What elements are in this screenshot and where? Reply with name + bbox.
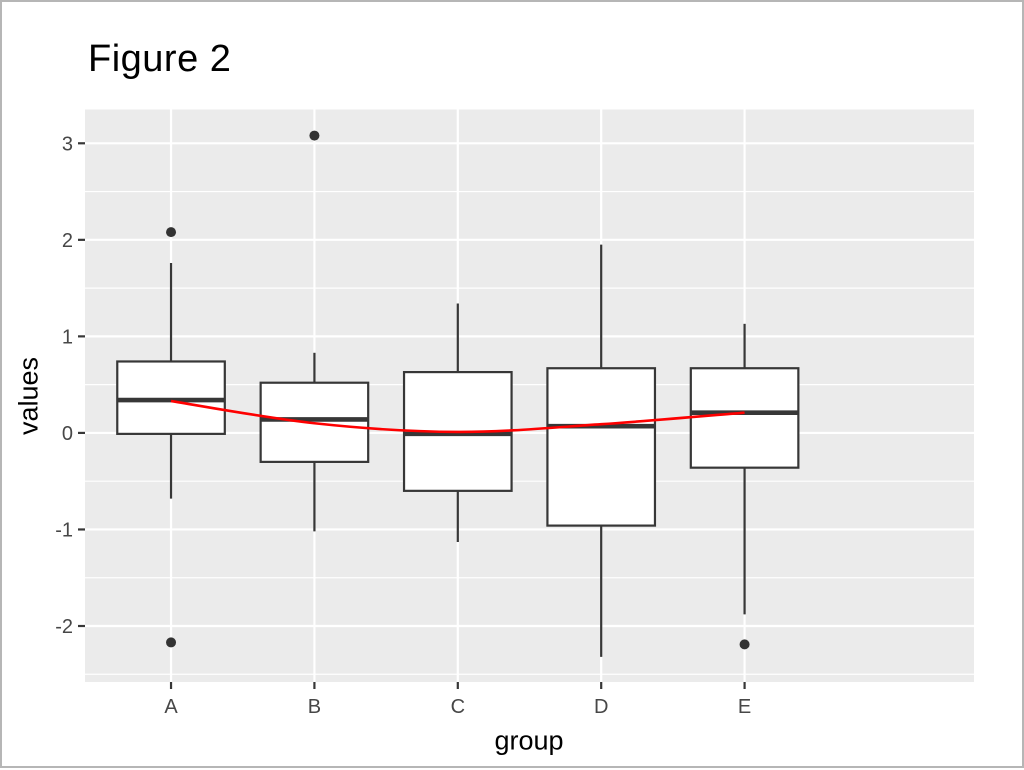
y-tick-label: 1 <box>62 326 73 348</box>
outlier-point-A <box>166 227 177 238</box>
outlier-point-A <box>166 637 177 648</box>
box-A <box>116 360 226 435</box>
x-tick-label: E <box>738 696 751 718</box>
x-tick-label: D <box>594 696 608 718</box>
x-tick-label: A <box>164 696 178 718</box>
y-tick-label: 3 <box>62 133 73 155</box>
x-tick-label: B <box>308 696 321 718</box>
x-tick-label: C <box>451 696 465 718</box>
trend-line <box>170 399 745 434</box>
y-tick-label: -2 <box>55 616 73 638</box>
y-axis-title: values <box>13 356 44 436</box>
outlier-point-E <box>739 639 750 650</box>
y-tick-label: 0 <box>62 423 73 445</box>
box-E <box>689 367 800 469</box>
x-axis-title: group <box>494 725 564 756</box>
plot-panel <box>85 109 974 682</box>
y-tick-label: 2 <box>62 230 73 252</box>
outlier-point-B <box>309 130 320 141</box>
chart-title: Figure 2 <box>88 38 232 80</box>
box-D <box>546 367 657 527</box>
y-tick-label: -1 <box>55 519 73 541</box>
